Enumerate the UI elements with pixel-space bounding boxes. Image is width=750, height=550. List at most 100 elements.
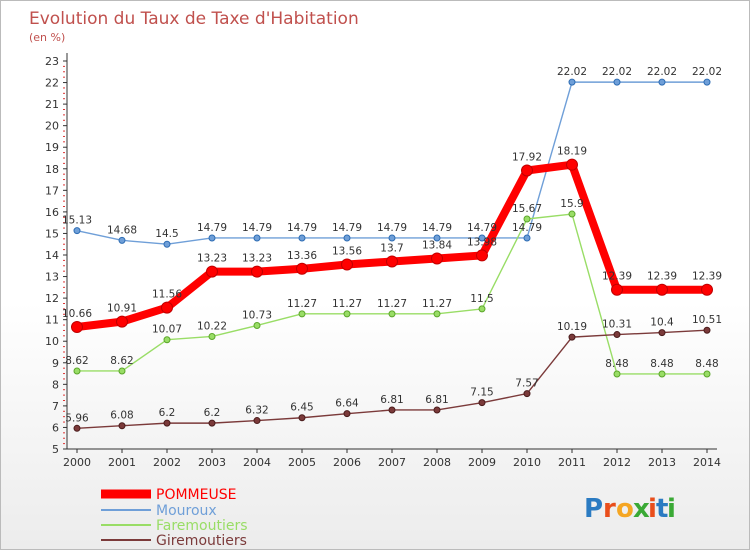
data-label: 13.98: [467, 236, 497, 248]
x-tick-label: 2005: [288, 456, 316, 469]
data-label: 8.48: [695, 358, 718, 370]
data-point: [523, 234, 531, 242]
data-label: 10.91: [107, 303, 137, 315]
data-point: [73, 424, 81, 432]
data-point: [658, 78, 666, 86]
y-tick-label: 20: [45, 120, 59, 133]
data-point: [341, 258, 353, 271]
data-point: [298, 414, 306, 422]
x-tick-label: 2010: [513, 456, 541, 469]
x-tick-label: 2014: [693, 456, 721, 469]
data-label: 5.96: [65, 412, 89, 424]
data-point: [656, 283, 668, 296]
logo-letter: r: [603, 494, 616, 524]
x-tick-label: 2009: [468, 456, 496, 469]
y-tick-label: 18: [45, 163, 59, 176]
data-label: 15.13: [62, 215, 92, 227]
logo-letter: i: [648, 494, 657, 524]
data-label: 6.2: [159, 407, 176, 419]
data-point: [523, 215, 531, 223]
data-point: [343, 234, 351, 242]
data-label: 12.39: [692, 271, 722, 283]
data-label: 11.5: [470, 293, 493, 305]
data-point: [476, 249, 488, 262]
data-label: 13.23: [197, 253, 227, 265]
data-point: [388, 234, 396, 242]
data-point: [703, 326, 711, 334]
chart-subtitle: (en %): [29, 31, 65, 44]
data-label: 10.4: [650, 317, 674, 329]
data-label: 12.39: [647, 271, 677, 283]
data-label: 8.62: [65, 355, 88, 367]
data-point: [611, 283, 623, 296]
data-point: [478, 399, 486, 407]
data-point: [71, 320, 83, 333]
data-label: 13.23: [242, 253, 272, 265]
y-tick-label: 12: [45, 292, 59, 305]
data-label: 11.27: [422, 298, 452, 310]
data-point: [161, 301, 173, 314]
data-label: 22.02: [692, 66, 722, 78]
x-tick-label: 2006: [333, 456, 361, 469]
data-label: 22.02: [557, 66, 587, 78]
y-tick-label: 15: [45, 227, 59, 240]
data-point: [253, 321, 261, 329]
y-tick-label: 6: [52, 421, 59, 434]
data-label: 17.92: [512, 152, 542, 164]
data-point: [613, 78, 621, 86]
y-tick-label: 5: [52, 443, 59, 456]
data-label: 11.27: [332, 298, 362, 310]
x-tick-label: 2000: [63, 456, 91, 469]
y-tick-label: 22: [45, 77, 59, 90]
data-label: 13.84: [422, 239, 452, 251]
data-point: [298, 234, 306, 242]
data-label: 10.07: [152, 324, 182, 336]
data-point: [433, 310, 441, 318]
x-tick-label: 2013: [648, 456, 676, 469]
data-point: [568, 333, 576, 341]
data-point: [566, 158, 578, 171]
data-point: [701, 283, 713, 296]
legend-label: Faremoutiers: [156, 518, 248, 534]
legend-label: Mouroux: [156, 503, 217, 519]
axes: 5 6 7 8 9 10 11 12 13 14 15 16 17 18 19 20 21 22 23 2000 200…: [45, 53, 721, 469]
data-point: [296, 262, 308, 275]
legend-label: POMMEUSE: [156, 487, 236, 503]
data-point: [386, 255, 398, 268]
data-point: [251, 265, 263, 278]
data-point: [208, 332, 216, 340]
data-point: [208, 419, 216, 427]
data-point: [73, 367, 81, 375]
data-label: 11.27: [287, 298, 317, 310]
y-tick-label: 7: [52, 400, 59, 413]
chart-title: Evolution du Taux de Taxe d'Habitation: [29, 9, 359, 29]
data-point: [118, 367, 126, 375]
logo-letter: t: [656, 494, 668, 524]
logo-letter: P: [584, 494, 603, 524]
data-point: [118, 422, 126, 430]
data-point: [163, 419, 171, 427]
data-point: [388, 310, 396, 318]
data-label: 14.79: [512, 222, 542, 234]
x-tick-label: 2003: [198, 456, 226, 469]
y-tick-label: 21: [45, 98, 59, 111]
y-tick-label: 11: [45, 314, 59, 327]
data-point: [658, 329, 666, 337]
y-tick-label: 10: [45, 335, 59, 348]
data-point: [163, 240, 171, 248]
data-point: [116, 315, 128, 328]
data-point: [613, 331, 621, 339]
data-label: 14.79: [242, 222, 272, 234]
data-point: [208, 234, 216, 242]
data-point: [658, 370, 666, 378]
data-point: [163, 336, 171, 344]
data-point: [568, 210, 576, 218]
y-tick-label: 17: [45, 184, 59, 197]
data-point: [478, 305, 486, 313]
data-point: [703, 78, 711, 86]
data-label: 22.02: [602, 66, 632, 78]
data-label: 10.31: [602, 319, 632, 331]
logo-letter: x: [633, 494, 650, 524]
data-label: 10.22: [197, 320, 227, 332]
y-tick-label: 16: [45, 206, 59, 219]
